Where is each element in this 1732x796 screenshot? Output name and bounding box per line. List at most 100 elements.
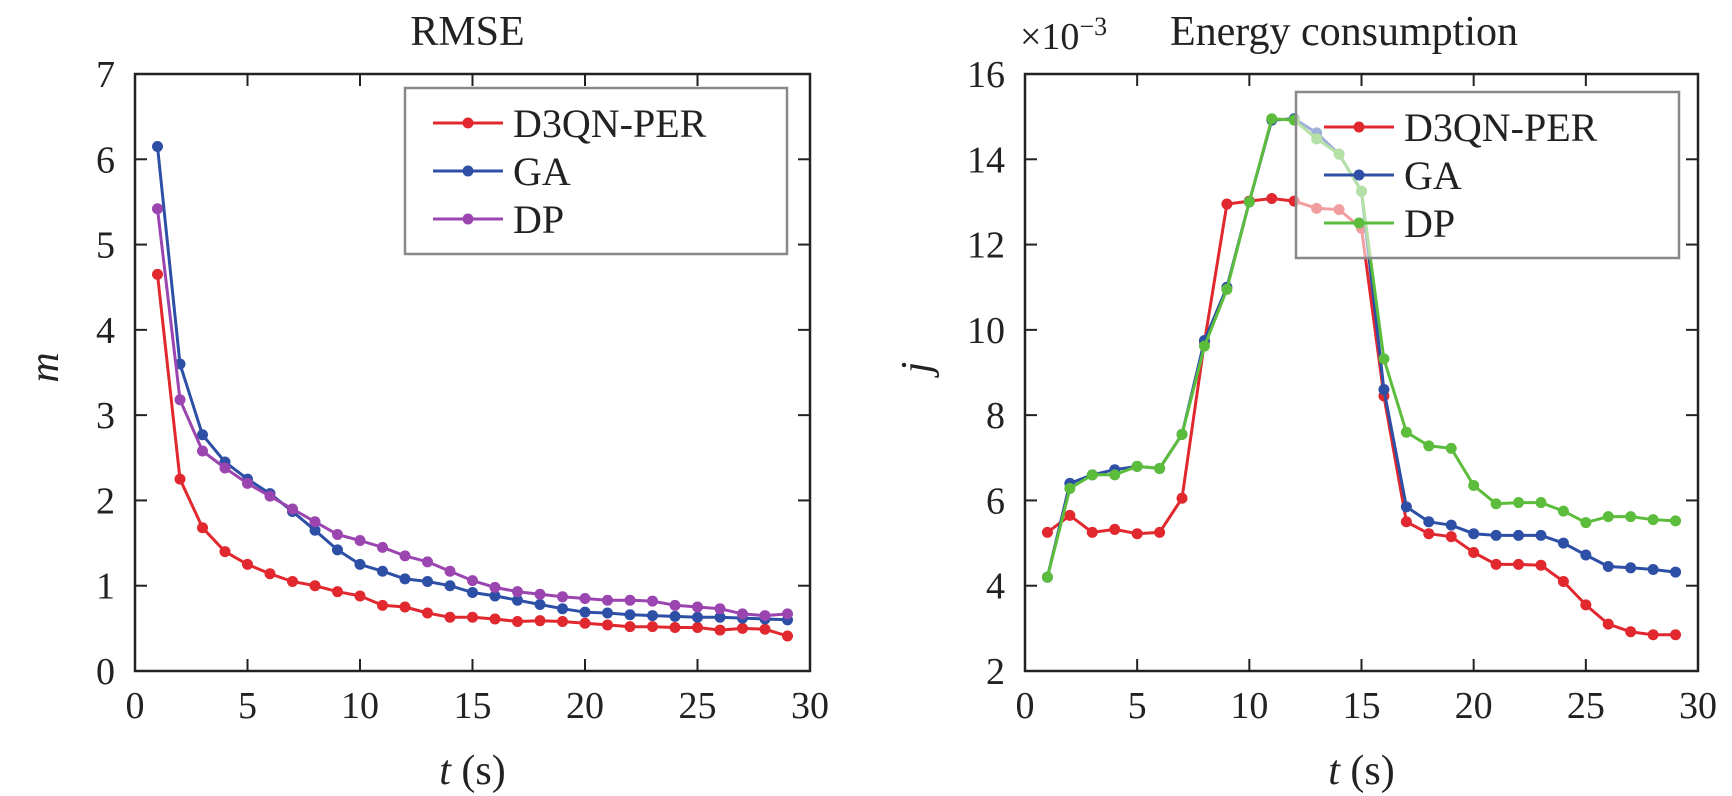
chart1-data-point	[1580, 517, 1592, 529]
chart1-data-point	[1580, 549, 1592, 561]
chart-energy-consumption: 0 5 10 15 20 25 30 2 4 6 8 10 12 14 16 ×10−3 Energy cons…	[894, 9, 1717, 794]
chart1-data-point	[1131, 528, 1143, 540]
chart1-x-tick-label: 25	[1567, 685, 1605, 727]
chart1-data-point	[1670, 629, 1682, 641]
chart0-data-point	[602, 619, 613, 631]
chart1-data-point	[1647, 629, 1659, 641]
chart1-data-point	[1468, 480, 1480, 492]
chart0-legend-swatch-marker	[462, 213, 474, 225]
chart0-data-point	[669, 622, 681, 634]
chart0-series-dp	[152, 203, 793, 622]
chart1-y-tick-label: 10	[967, 310, 1005, 352]
chart0-data-point	[714, 624, 726, 636]
chart0-data-point	[759, 610, 771, 622]
chart0-data-point	[309, 524, 321, 536]
chart1-x-axis-label: t (s)	[1328, 748, 1395, 794]
chart0-x-tick-label: 15	[454, 685, 492, 727]
chart0-data-point	[219, 546, 231, 558]
chart1-data-point	[1580, 599, 1592, 611]
chart1-legend-label: GA	[1404, 153, 1462, 198]
chart0-data-point	[647, 610, 658, 622]
chart0-data-point	[377, 599, 388, 611]
chart0-data-point	[624, 594, 636, 606]
chart0-data-point	[467, 575, 478, 587]
chart0-data-point	[422, 575, 433, 587]
chart1-y-tick-label: 8	[986, 395, 1005, 437]
chart0-series-ga	[152, 140, 793, 626]
chart1-series-line	[1046, 197, 1676, 637]
chart1-y-tick-label: 4	[986, 566, 1005, 608]
chart1-data-point	[1625, 626, 1637, 638]
chart0-data-point	[534, 588, 546, 600]
chart0-series-d3qn-per	[152, 268, 793, 642]
chart1-data-point	[1490, 498, 1502, 510]
chart0-data-point	[624, 609, 636, 621]
chart0-data-point	[309, 580, 321, 592]
chart0-data-point	[692, 622, 703, 634]
chart0-data-point	[579, 593, 591, 605]
chart1-legend-label: D3QN-PER	[1404, 105, 1598, 150]
chart1-data-point	[1513, 558, 1525, 570]
chart1-data-point	[1378, 353, 1390, 365]
chart1-y-axis-label: j	[894, 362, 940, 379]
chart1-data-point	[1602, 561, 1614, 573]
chart1-data-point	[1064, 482, 1076, 494]
chart1-data-point	[1670, 566, 1682, 578]
chart0-data-point	[399, 601, 411, 613]
chart1-legend-swatch-marker	[1353, 169, 1365, 181]
chart-rmse: 0 5 10 15 20 25 30 0 1 2 3 4 5 6 7 RMSE t (s) m D3QN-PERGA…	[22, 9, 829, 794]
chart1-data-point	[1535, 529, 1547, 541]
chart1-y-tick-label: 12	[967, 225, 1005, 267]
chart1-x-tick-label: 0	[1016, 685, 1035, 727]
chart1-data-point	[1445, 442, 1457, 454]
chart1-x-tick-label: 15	[1343, 685, 1381, 727]
chart1-data-point	[1400, 501, 1412, 513]
chart1-data-point	[1086, 469, 1098, 481]
chart0-data-point	[669, 599, 681, 611]
chart0-data-point	[714, 611, 726, 623]
chart1-data-point	[1557, 575, 1569, 587]
chart1-data-point	[1423, 440, 1435, 452]
chart0-data-point	[782, 608, 793, 620]
chart0-data-point	[512, 616, 523, 628]
chart0-x-tick-label: 30	[791, 685, 829, 727]
chart1-data-point	[1400, 516, 1412, 528]
chart0-y-tick-label: 1	[96, 566, 115, 608]
chart0-data-point	[219, 462, 231, 474]
chart0-data-point	[759, 623, 771, 635]
chart0-data-point	[534, 598, 546, 610]
chart0-y-tick-label: 6	[96, 139, 115, 181]
chart1-data-point	[1625, 511, 1637, 523]
chart0-data-point	[557, 616, 568, 628]
chart0-data-point	[669, 610, 681, 622]
chart0-title: RMSE	[410, 9, 524, 55]
chart0-data-point	[264, 568, 276, 580]
chart0-data-point	[602, 594, 613, 606]
chart0-y-tick-label: 5	[96, 225, 115, 267]
chart1-data-point	[1490, 529, 1502, 541]
chart1-y-multiplier: ×10−3	[1020, 12, 1107, 58]
chart0-data-point	[332, 529, 343, 541]
chart1-data-point	[1490, 558, 1502, 570]
chart0-data-point	[692, 611, 703, 623]
chart0-data-point	[197, 445, 208, 457]
chart1-data-point	[1041, 526, 1053, 538]
chart1-data-point	[1109, 523, 1121, 535]
chart0-data-point	[512, 586, 523, 598]
chart1-data-point	[1041, 571, 1053, 583]
chart0-x-tick-label: 0	[126, 685, 145, 727]
chart0-x-tick-label: 10	[341, 685, 379, 727]
chart0-data-point	[624, 621, 636, 633]
chart0-data-point	[399, 573, 411, 585]
chart0-data-point	[332, 586, 343, 598]
chart0-data-point	[354, 558, 366, 570]
chart0-data-point	[332, 544, 343, 556]
chart1-data-point	[1198, 340, 1210, 352]
chart0-data-point	[602, 607, 613, 619]
chart0-data-point	[692, 601, 703, 613]
chart0-data-point	[354, 535, 366, 547]
chart0-y-tick-label: 4	[96, 310, 115, 352]
chart1-y-tick-label: 14	[967, 139, 1005, 181]
